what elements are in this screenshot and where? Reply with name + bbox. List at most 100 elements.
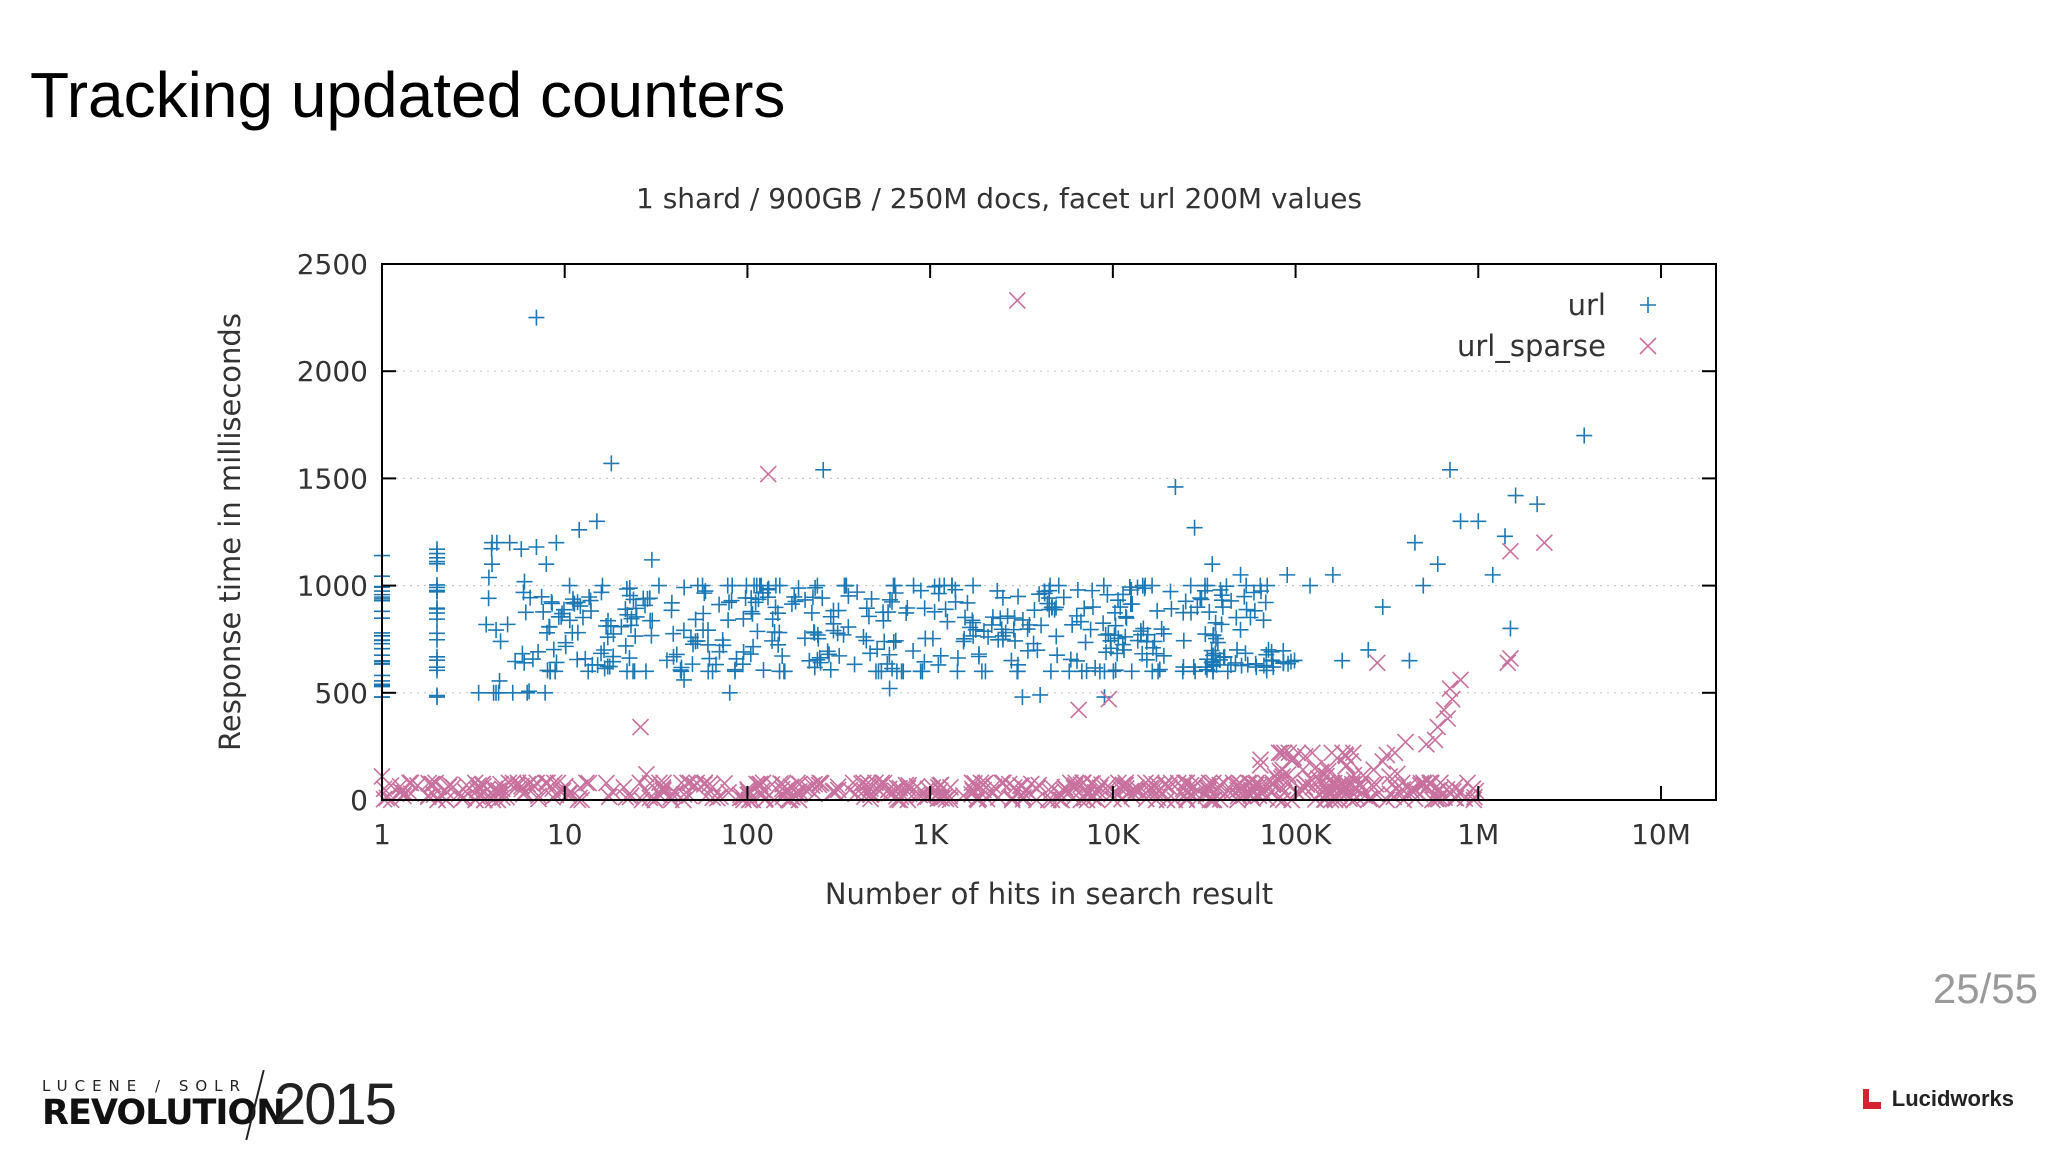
url-point: [470, 684, 487, 701]
url-point: [668, 646, 685, 663]
url-sparse-point: [1174, 780, 1192, 798]
x-axis-label: Number of hits in search result: [825, 877, 1273, 911]
url-point: [1112, 599, 1129, 616]
url-sparse-point: [498, 788, 516, 806]
url-point: [535, 603, 552, 620]
url-point: [790, 580, 807, 597]
url-point: [594, 577, 611, 594]
url-point: [696, 585, 713, 602]
url-point: [860, 608, 877, 625]
url-sparse-point-15: [1435, 701, 1453, 719]
url-sparse-point: [600, 788, 618, 806]
url-point: [639, 590, 656, 607]
url-point: [621, 580, 638, 597]
url-point: [1021, 616, 1038, 633]
url-point: [1114, 636, 1131, 653]
url-point: [1245, 584, 1262, 601]
url-sparse-point-21: [1386, 744, 1404, 762]
url-point: [822, 661, 839, 678]
url-point: [825, 622, 842, 639]
url-point: [1175, 632, 1192, 649]
url-sparse-point: [603, 783, 621, 801]
url-point: [1009, 663, 1026, 680]
url-point: [542, 663, 559, 680]
url-point: [751, 577, 768, 594]
url-sparse-point: [1030, 776, 1048, 794]
url-sparse-point: [516, 784, 534, 802]
url-point: [1026, 602, 1043, 619]
url-sparse-point: [855, 788, 873, 806]
url-point: [537, 684, 554, 701]
url-sparse-point: [892, 788, 910, 806]
url-sparse-point: [391, 777, 409, 795]
url-point: [806, 659, 823, 676]
url-point: [822, 608, 839, 625]
url-sparse-point: [1162, 774, 1180, 792]
url-sparse-point: [672, 774, 691, 792]
url-point: [1205, 656, 1222, 673]
url-point: [1025, 635, 1042, 652]
url-point: [605, 625, 622, 642]
url-point-26: [1204, 556, 1221, 573]
url-point: [538, 556, 555, 573]
url-point: [916, 653, 933, 670]
url-sparse-point: [1309, 770, 1327, 788]
url-sparse-point: [474, 775, 492, 793]
url-point: [519, 684, 536, 701]
url-point: [522, 589, 539, 606]
url-point-3: [1167, 478, 1184, 495]
url-point: [1203, 654, 1220, 671]
url-sparse-point-7: [1368, 654, 1386, 672]
y-tick-label-5: 2500: [297, 248, 368, 281]
url-point: [1110, 630, 1127, 647]
url-sparse-point: [1200, 774, 1218, 792]
url-sparse-point: [1319, 762, 1337, 780]
url-point-15: [1406, 534, 1423, 551]
url-sparse-point: [424, 775, 442, 793]
url-sparse-point: [1136, 784, 1154, 802]
url-point: [714, 632, 731, 649]
url-point: [776, 663, 793, 680]
url-point: [1109, 645, 1126, 662]
url-point: [886, 577, 903, 594]
url-sparse-point: [681, 774, 699, 792]
url-point-4: [1441, 461, 1458, 478]
url-point: [1197, 626, 1214, 643]
url-point: [831, 647, 848, 664]
url-point-14: [1429, 556, 1446, 573]
sponsor-logo: Lucidworks: [1860, 1086, 2014, 1112]
url-sparse-point: [441, 775, 459, 794]
slide-title: Tracking updated counters: [30, 59, 786, 131]
url-point: [983, 616, 1000, 633]
url-sparse-point-24: [1319, 759, 1337, 777]
url-point: [1236, 588, 1253, 605]
url-point: [1237, 645, 1254, 662]
url-point: [530, 643, 547, 660]
url-point: [1099, 586, 1116, 603]
url-point-17: [1360, 641, 1377, 658]
url-point: [1069, 581, 1086, 598]
sponsor-name: Lucidworks: [1891, 1086, 2014, 1111]
url-point: [521, 683, 538, 700]
url-point: [1122, 596, 1139, 613]
url-point: [905, 577, 922, 594]
url-point: [596, 660, 613, 677]
url-point: [1076, 600, 1093, 617]
url-point: [1091, 663, 1108, 680]
url-point: [637, 597, 654, 614]
url-sparse-point: [1250, 787, 1268, 805]
url-point-24: [1232, 566, 1249, 583]
url-point-2: [815, 461, 832, 478]
url-point: [554, 605, 571, 622]
url-point: [618, 581, 635, 598]
url-point: [750, 591, 767, 608]
url-point: [429, 611, 446, 628]
url-sparse-point: [1362, 789, 1380, 808]
url-point: [1163, 600, 1180, 617]
url-sparse-point: [621, 788, 639, 806]
url-point: [949, 663, 966, 680]
legend-marker-url: [1640, 297, 1656, 313]
x-tick-label-5: 100K: [1260, 818, 1332, 851]
url-sparse-point-26: [1282, 772, 1301, 790]
url-sparse-point: [1406, 790, 1424, 808]
